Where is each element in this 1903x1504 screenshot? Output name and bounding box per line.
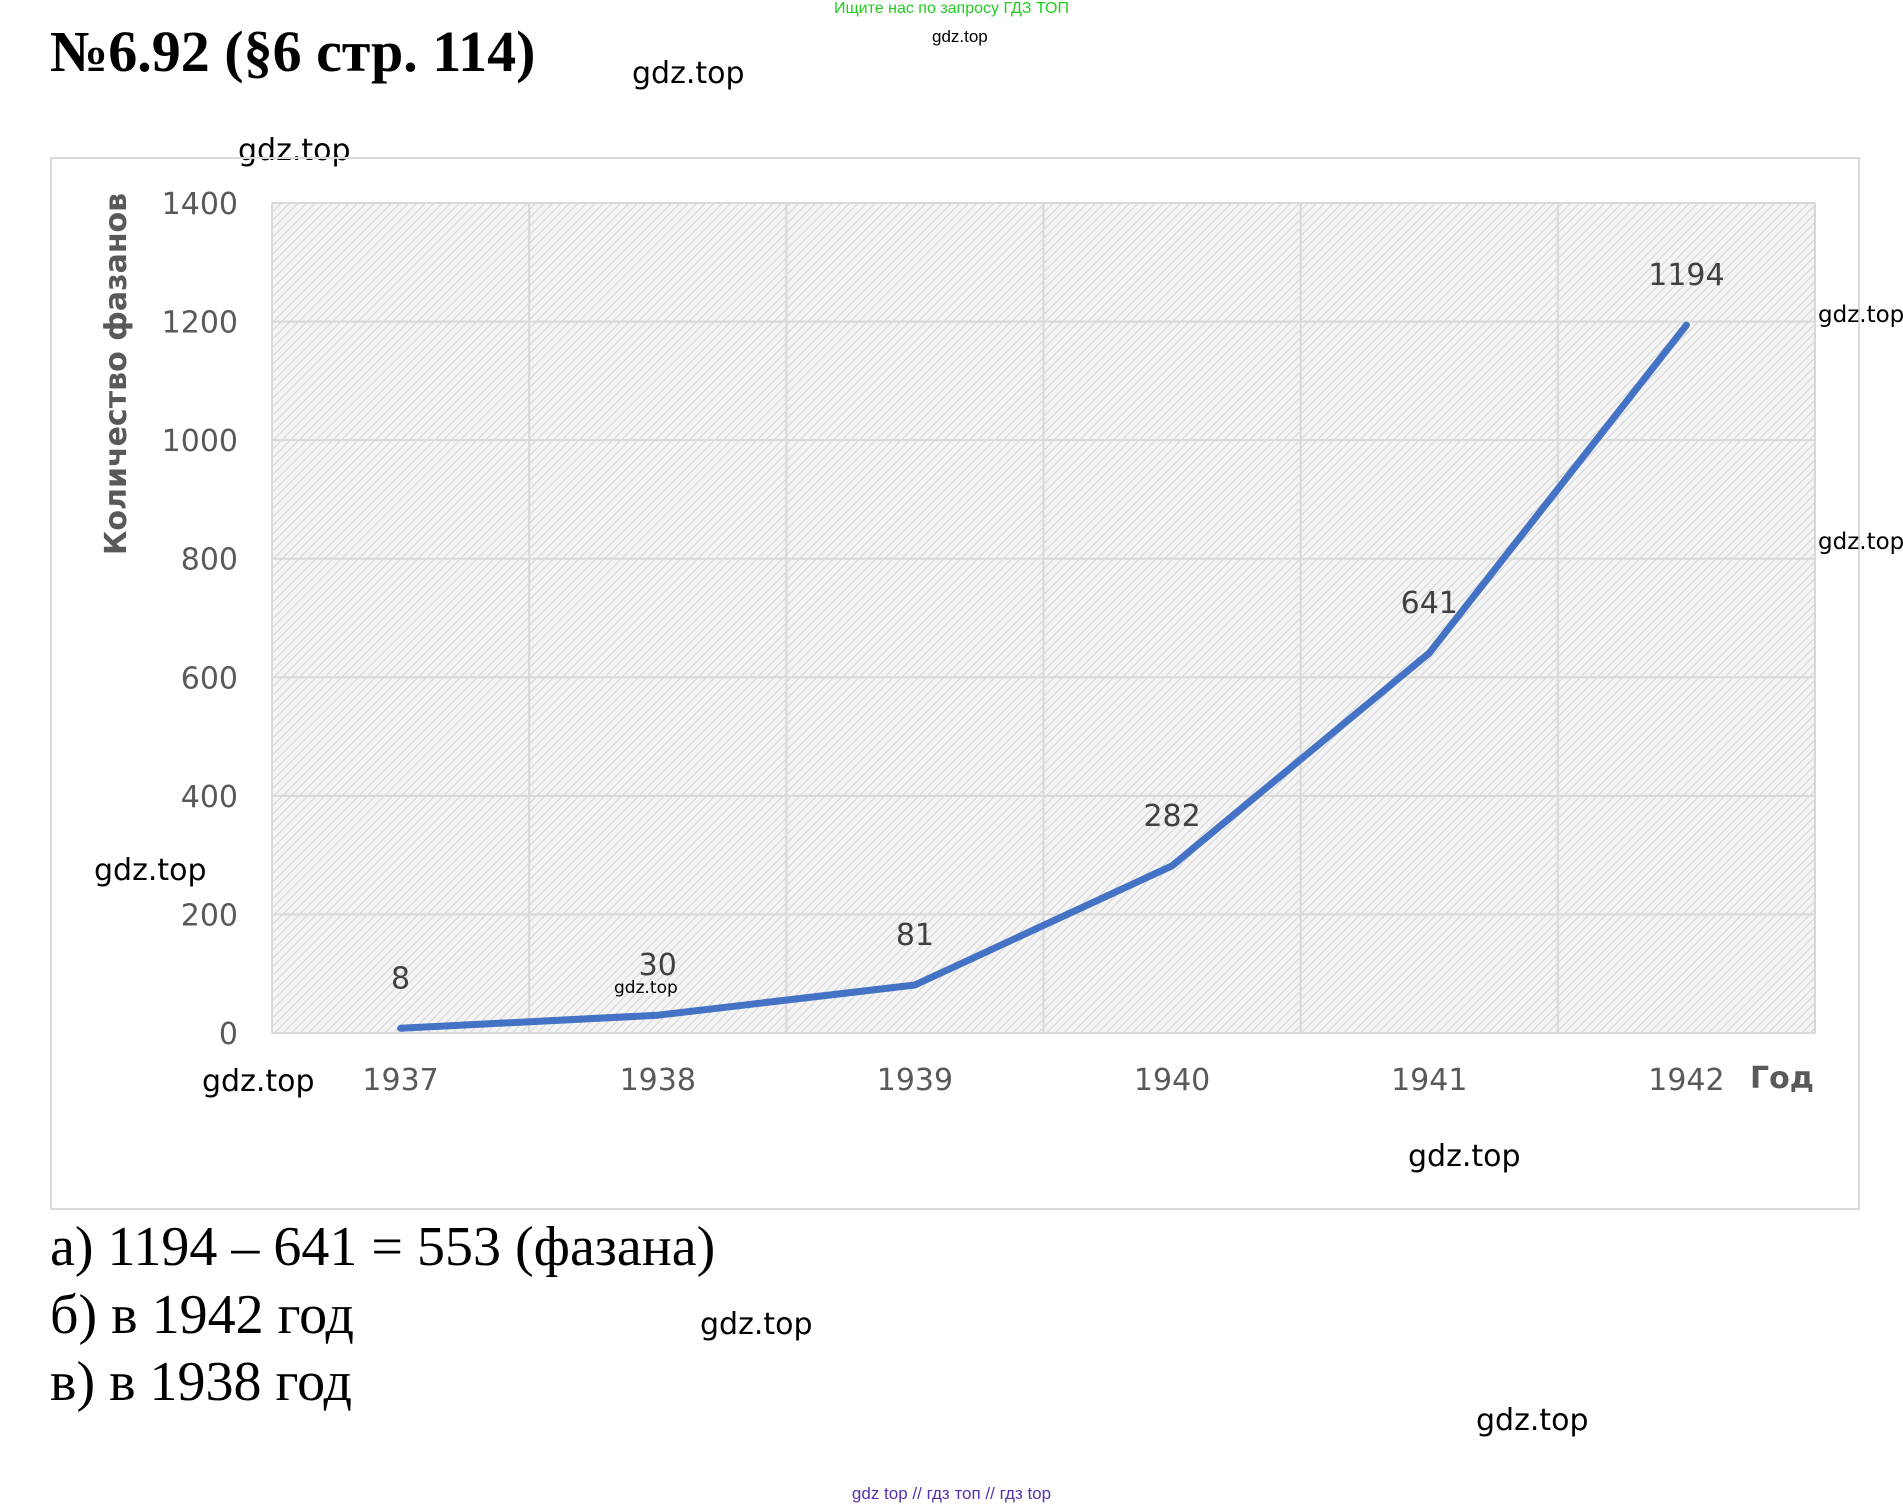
watermark: gdz.top: [700, 1307, 813, 1342]
data-label: 1194: [1648, 258, 1724, 293]
answer-b: б) в 1942 год: [50, 1284, 355, 1346]
watermark: gdz.top: [632, 56, 745, 91]
promo-text[interactable]: Ищите нас по запросу ГДЗ ТОП: [834, 0, 1069, 17]
data-label: 8: [391, 961, 410, 996]
y-tick-label: 0: [219, 1017, 238, 1052]
y-tick-label: 800: [181, 543, 238, 578]
watermark-top: gdz.top: [932, 27, 988, 46]
x-tick-label: 1942: [1648, 1063, 1724, 1098]
answer-c: в) в 1938 год: [50, 1351, 352, 1413]
y-tick-label: 400: [181, 780, 238, 815]
watermark: gdz.top: [1476, 1403, 1589, 1438]
data-label: 81: [896, 918, 934, 953]
watermark: gdz.top: [1818, 529, 1903, 555]
x-tick-label: 1940: [1134, 1063, 1210, 1098]
y-tick-label: 1000: [162, 424, 238, 459]
data-label: 641: [1401, 586, 1458, 621]
watermark: gdz.top: [202, 1064, 315, 1099]
y-tick-label: 600: [181, 661, 238, 696]
data-label: 30: [639, 948, 677, 983]
watermark: gdz.top: [1818, 302, 1903, 328]
footer-links[interactable]: gdz top // гдз топ // гдз top: [851, 1484, 1052, 1503]
x-tick-label: 1937: [362, 1063, 438, 1098]
series-line: [397, 321, 1690, 1032]
x-axis-label: Год: [1750, 1061, 1814, 1096]
x-tick-label: 1941: [1391, 1063, 1467, 1098]
y-tick-label: 1200: [162, 306, 238, 341]
watermark: gdz.top: [1408, 1139, 1521, 1174]
chart-frame: [50, 157, 1860, 1210]
y-axis-label: Количество фазанов: [99, 193, 134, 555]
y-tick-label: 1400: [162, 187, 238, 222]
watermark: gdz.top: [94, 853, 207, 888]
watermark: gdz.top: [238, 133, 351, 168]
page-title: №6.92 (§6 стр. 114): [50, 19, 536, 84]
x-tick-label: 1939: [877, 1063, 953, 1098]
data-label: 282: [1143, 799, 1200, 834]
watermark: gdz.top: [614, 978, 678, 998]
x-tick-label: 1938: [620, 1063, 696, 1098]
y-tick-label: 200: [181, 898, 238, 933]
answer-a: а) 1194 – 641 = 553 (фазана): [50, 1216, 716, 1278]
